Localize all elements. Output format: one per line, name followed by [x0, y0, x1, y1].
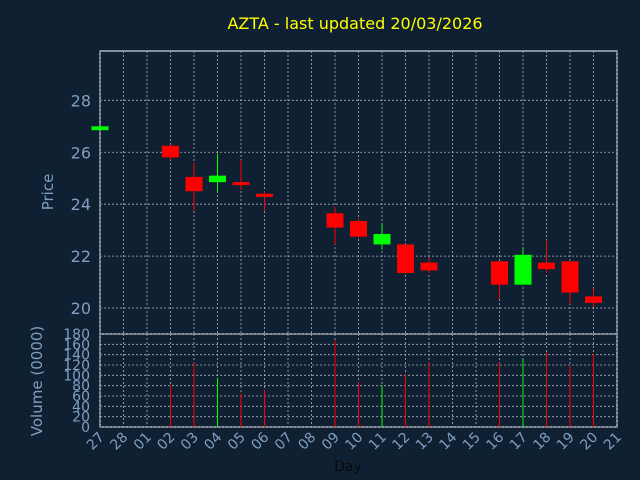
x-tick-label: 03 — [178, 430, 202, 454]
volume-tick-label: 180 — [63, 327, 90, 343]
chart-title: AZTA - last updated 20/03/2026 — [227, 14, 483, 33]
x-tick-label: 02 — [154, 430, 178, 454]
x-tick-label: 01 — [131, 430, 155, 454]
candle-body — [538, 262, 555, 270]
x-tick-label: 19 — [554, 430, 578, 454]
x-tick-label: 13 — [413, 430, 437, 454]
x-tick-label: 04 — [201, 429, 225, 453]
volume-tick-label: 0 — [81, 420, 90, 436]
candle-body — [91, 126, 109, 131]
volume-tick-label: 120 — [63, 358, 90, 374]
price-tick-label: 28 — [71, 91, 91, 110]
x-tick-label: 14 — [436, 429, 460, 453]
price-tick-label: 20 — [71, 299, 91, 318]
x-tick-label: 08 — [295, 430, 319, 454]
volume-tick-label: 100 — [63, 368, 90, 384]
candle-body — [185, 176, 203, 192]
x-tick-label: 28 — [107, 430, 131, 454]
x-tick-label: 09 — [319, 430, 343, 454]
price-tick-label: 24 — [71, 195, 91, 214]
candle-body — [209, 175, 226, 183]
candle-body — [561, 261, 579, 293]
x-axis-label: Day — [334, 459, 362, 475]
x-tick-label: 15 — [460, 430, 484, 454]
x-tick-label: 20 — [577, 430, 601, 454]
price-axis-label: Price — [39, 174, 57, 211]
volume-tick-label: 160 — [63, 337, 90, 353]
candles — [91, 126, 602, 307]
candle-body — [326, 213, 344, 228]
candle-body — [585, 296, 602, 303]
x-tick-label: 11 — [366, 430, 390, 454]
x-tick-label: 06 — [248, 429, 272, 453]
x-tick-label: 05 — [225, 430, 249, 454]
candle-body — [162, 145, 179, 158]
candle-body — [491, 261, 508, 285]
volume-tick-label: 140 — [63, 348, 90, 364]
x-tick-label: 17 — [507, 430, 531, 454]
x-tick-label: 16 — [483, 429, 507, 453]
x-tick-label: 21 — [601, 430, 625, 454]
candle-body — [397, 244, 414, 273]
candle-body — [350, 221, 367, 237]
x-tick-label: 12 — [389, 430, 413, 454]
volume-axis-label: Volume (0000) — [28, 326, 46, 436]
volume-tick-label: 80 — [72, 379, 90, 395]
candle-body — [256, 193, 273, 197]
volume-tick-label: 40 — [72, 399, 90, 415]
price-tick-label: 22 — [71, 247, 91, 266]
candle-body — [373, 234, 391, 245]
volume-tick-label: 20 — [72, 410, 90, 426]
candle-body — [420, 262, 438, 271]
volume-tick-label: 60 — [72, 389, 90, 405]
volume-bars — [170, 340, 594, 427]
candle-body — [514, 254, 532, 285]
x-tick-label: 07 — [272, 430, 296, 454]
x-tick-label: 18 — [530, 430, 554, 454]
x-tick-label: 10 — [342, 430, 366, 454]
price-tick-label: 26 — [71, 143, 91, 162]
candle-body — [232, 182, 250, 186]
